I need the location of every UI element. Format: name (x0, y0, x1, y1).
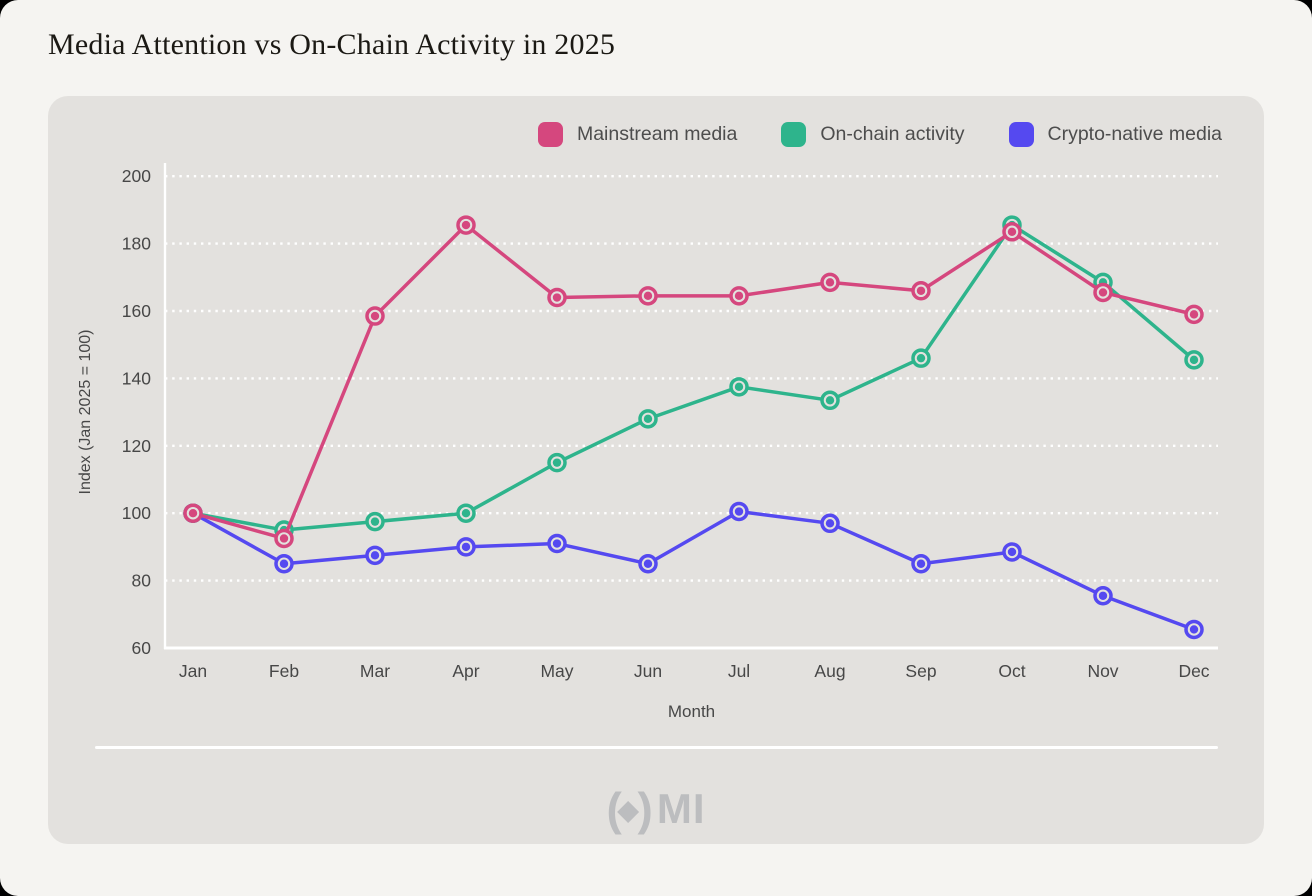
legend-swatch-crypto-native-media (1008, 122, 1034, 147)
x-tick-label: Feb (269, 661, 299, 681)
data-point-dot-on-chain-activity (734, 382, 744, 392)
x-tick-label: Sep (905, 661, 936, 681)
y-tick-label: 200 (122, 166, 151, 186)
line-chart: 60 80 100 120 140 160 180 200 Jan Feb Mar Apr May Jun… (77, 163, 1218, 720)
data-point-dot-mainstream-media (1007, 227, 1017, 237)
y-tick-label: 140 (122, 368, 151, 388)
data-point-dot-mainstream-media (552, 293, 562, 302)
x-tick-label: Jul (728, 661, 750, 681)
data-point-dot-crypto-native-media (461, 542, 471, 552)
data-point-dot-mainstream-media (188, 509, 198, 518)
x-tick-label: Nov (1087, 661, 1118, 681)
data-point-dot-mainstream-media (1098, 288, 1108, 297)
data-point-dot-crypto-native-media (643, 559, 653, 568)
data-point-dot-crypto-native-media (1189, 625, 1199, 634)
data-point-dot-on-chain-activity (916, 353, 926, 363)
x-tick-label: Jan (179, 661, 207, 681)
y-tick-label: 160 (122, 301, 151, 321)
series-line-crypto-native-media (191, 509, 1196, 632)
footer-divider (95, 746, 1218, 749)
data-point-dot-on-chain-activity (370, 517, 380, 526)
x-tick-label: Dec (1178, 661, 1209, 681)
legend-label-crypto-native-media: Crypto-native media (1047, 123, 1223, 145)
y-tick-label: 180 (122, 234, 151, 254)
data-point-dot-mainstream-media (1189, 310, 1199, 319)
data-point-dot-mainstream-media (279, 534, 289, 543)
legend-item-on-chain-activity[interactable]: On-chain activity (781, 122, 965, 147)
watermark-paren-close-glyph: ) (637, 783, 653, 835)
data-point-dot-mainstream-media (734, 291, 744, 301)
series-line-on-chain-activity (191, 223, 1196, 532)
data-point-dot-on-chain-activity (1189, 355, 1199, 365)
data-point-dot-mainstream-media (916, 286, 926, 295)
x-tick-label: Jun (634, 661, 662, 681)
series-line-mainstream-media (191, 223, 1196, 541)
chart-card: Mainstream media On-chain activity Crypto-… (48, 96, 1264, 844)
legend-item-mainstream-media[interactable]: Mainstream media (537, 122, 738, 147)
data-point-dot-crypto-native-media (1007, 547, 1017, 557)
data-point-dot-mainstream-media (370, 311, 380, 321)
x-tick-label: Oct (998, 661, 1025, 681)
data-point-dot-on-chain-activity (461, 509, 471, 518)
x-axis-title: Month (668, 702, 715, 720)
data-point-dot-mainstream-media (461, 220, 471, 230)
legend-item-crypto-native-media[interactable]: Crypto-native media (1008, 122, 1223, 147)
watermark-paren-open-glyph: ( (606, 783, 621, 835)
x-tick-label: Apr (452, 661, 479, 681)
data-point-dot-crypto-native-media (825, 519, 835, 528)
data-point-dot-on-chain-activity (552, 458, 562, 467)
y-tick-label: 120 (122, 436, 151, 456)
data-point-dot-crypto-native-media (279, 559, 289, 568)
y-tick-label: 100 (122, 503, 151, 523)
x-tick-label: Mar (360, 661, 390, 681)
data-point-dot-on-chain-activity (825, 396, 835, 405)
data-point-dot-on-chain-activity (643, 414, 653, 424)
legend-swatch-on-chain-activity (781, 122, 807, 147)
watermark-wordmark: MI (656, 785, 706, 832)
page-title: Media Attention vs On-Chain Activity in … (48, 28, 616, 61)
x-tick-label: Aug (814, 661, 845, 681)
chart-legend: Mainstream media On-chain activity Crypto-… (537, 122, 1223, 147)
legend-swatch-mainstream-media (537, 122, 563, 147)
data-point-dot-mainstream-media (643, 291, 653, 301)
x-tick-label: May (540, 661, 573, 681)
y-tick-label: 60 (132, 638, 152, 658)
legend-label-on-chain-activity: On-chain activity (820, 123, 965, 145)
data-point-dot-crypto-native-media (916, 559, 926, 568)
y-axis-title: Index (Jan 2025 = 100) (77, 329, 94, 494)
legend-label-mainstream-media: Mainstream media (576, 123, 738, 145)
diamond-icon: ◆ (617, 794, 639, 825)
data-point-dot-crypto-native-media (734, 507, 744, 516)
watermark-logo: ( ◆ ) MI (48, 786, 1264, 832)
y-tick-label: 80 (132, 571, 152, 591)
data-point-dot-crypto-native-media (370, 551, 380, 560)
data-point-dot-mainstream-media (825, 278, 835, 287)
data-point-dot-crypto-native-media (1098, 591, 1108, 600)
data-point-dot-crypto-native-media (552, 539, 562, 548)
